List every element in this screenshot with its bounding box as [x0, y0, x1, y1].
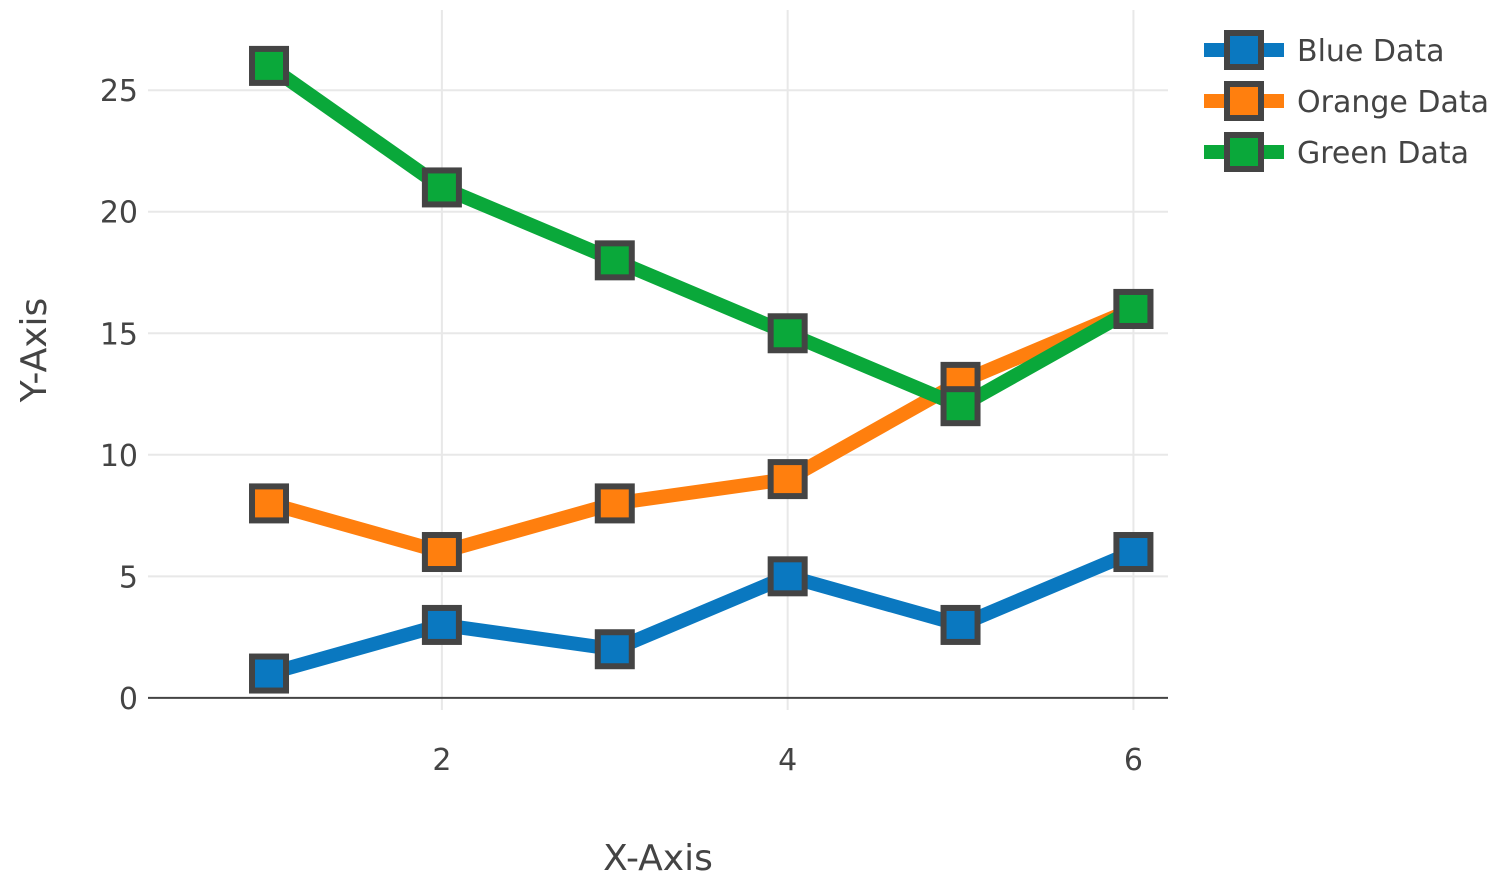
legend-item: Green Data [1204, 132, 1469, 172]
series-blue-data [249, 532, 1154, 694]
data-point [767, 556, 808, 597]
y-tick-label: 5 [119, 560, 138, 595]
series-group [249, 45, 1154, 694]
y-tick-label: 10 [100, 439, 138, 474]
y-tick-label: 20 [100, 196, 138, 231]
y-tick-label: 25 [100, 74, 138, 109]
data-point [940, 386, 981, 427]
data-point [594, 240, 635, 281]
legend-label: Green Data [1297, 136, 1469, 171]
legend-marker [1224, 81, 1264, 121]
data-point [940, 604, 981, 645]
y-axis-ticks: 0 5 10 15 20 25 [100, 74, 138, 717]
x-axis-title: X-Axis [603, 838, 713, 879]
series-orange-data [249, 288, 1154, 573]
legend-marker [1224, 30, 1264, 70]
x-axis-ticks: 2 4 6 [432, 743, 1143, 778]
y-axis-title: Y-Axis [14, 298, 55, 404]
legend-marker [1224, 132, 1264, 172]
series-line [267, 302, 1137, 559]
data-point [421, 604, 462, 645]
data-point [249, 45, 290, 86]
x-tick-label: 2 [432, 743, 451, 778]
legend-item: Blue Data [1204, 30, 1445, 70]
legend-item: Orange Data [1204, 81, 1487, 121]
data-point [1113, 532, 1154, 573]
series-line [267, 545, 1137, 681]
data-point [421, 532, 462, 573]
data-point [767, 313, 808, 354]
legend-label: Orange Data [1297, 85, 1487, 120]
data-point [594, 483, 635, 524]
data-point [421, 167, 462, 208]
data-point [594, 629, 635, 670]
data-point [249, 653, 290, 694]
data-point [767, 459, 808, 500]
x-tick-label: 6 [1124, 743, 1143, 778]
series-green-data [249, 45, 1154, 427]
series-line [264, 60, 1137, 414]
y-tick-label: 15 [100, 317, 138, 352]
data-point [249, 483, 290, 524]
grid-lines [148, 10, 1168, 710]
y-tick-label: 0 [119, 682, 138, 717]
x-tick-label: 4 [778, 743, 797, 778]
data-point [1113, 288, 1154, 329]
legend: Blue Data Orange Data Green Data [1204, 30, 1487, 172]
legend-label: Blue Data [1297, 34, 1445, 69]
